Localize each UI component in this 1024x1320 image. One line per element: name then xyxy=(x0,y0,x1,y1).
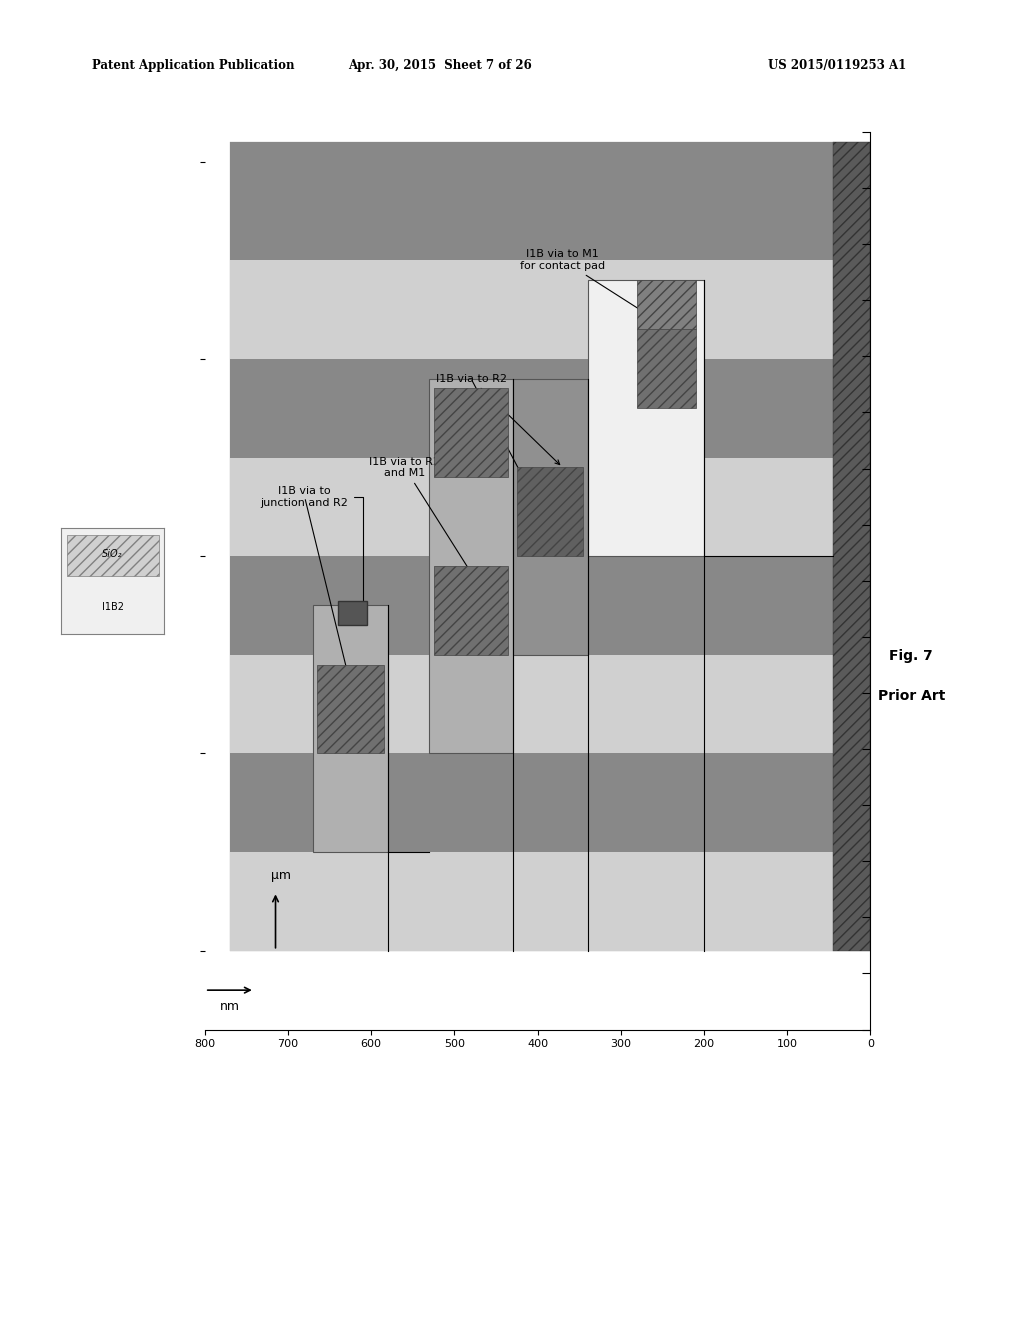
Bar xyxy=(637,280,695,329)
Text: Fig. 7: Fig. 7 xyxy=(890,649,933,663)
Text: Prior Art: Prior Art xyxy=(878,689,945,702)
Bar xyxy=(338,601,367,626)
Text: Apr. 30, 2015  Sheet 7 of 26: Apr. 30, 2015 Sheet 7 of 26 xyxy=(348,59,532,73)
Text: I1B via to R2: I1B via to R2 xyxy=(435,374,560,465)
Text: SiO₂: SiO₂ xyxy=(102,549,123,560)
Text: Patent Application Publication: Patent Application Publication xyxy=(92,59,295,73)
Text: US 2015/0119253 A1: US 2015/0119253 A1 xyxy=(768,59,906,73)
Text: I1B via to
junction and R2: I1B via to junction and R2 xyxy=(261,486,366,611)
Bar xyxy=(229,655,833,754)
Bar xyxy=(433,388,509,478)
Bar xyxy=(637,329,695,408)
Text: I1B2: I1B2 xyxy=(101,602,124,612)
Bar xyxy=(229,754,833,851)
Text: I1B via to R2
and M1: I1B via to R2 and M1 xyxy=(369,457,477,582)
Bar xyxy=(517,467,584,556)
Bar xyxy=(67,536,159,576)
Bar xyxy=(588,280,705,556)
Bar xyxy=(229,260,833,359)
Bar xyxy=(229,359,833,458)
Bar xyxy=(317,665,384,754)
Text: I1B via to M1
for contact pad: I1B via to M1 for contact pad xyxy=(520,249,668,327)
Text: μm: μm xyxy=(271,869,292,882)
Bar xyxy=(833,141,870,950)
Bar xyxy=(229,556,833,655)
Text: nm: nm xyxy=(220,1001,240,1012)
Bar xyxy=(229,851,833,950)
Bar xyxy=(513,379,588,655)
Bar xyxy=(313,606,388,851)
Bar xyxy=(229,458,833,556)
Bar xyxy=(429,379,513,754)
Bar xyxy=(229,141,833,260)
Bar xyxy=(433,566,509,655)
